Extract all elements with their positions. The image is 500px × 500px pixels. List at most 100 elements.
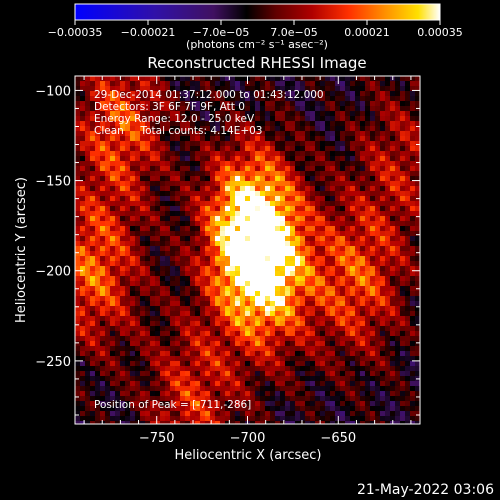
heatmap-cell xyxy=(105,411,110,416)
heatmap-cell xyxy=(135,306,140,311)
heatmap-cell xyxy=(315,261,320,266)
heatmap-cell xyxy=(265,391,270,396)
heatmap-cell xyxy=(340,331,345,336)
heatmap-cell xyxy=(355,121,360,126)
heatmap-cell xyxy=(345,81,350,86)
heatmap-cell xyxy=(265,266,270,271)
heatmap-cell xyxy=(265,101,270,106)
heatmap-cell xyxy=(340,326,345,331)
heatmap-cell xyxy=(175,301,180,306)
heatmap-cell xyxy=(145,116,150,121)
heatmap-cell xyxy=(185,86,190,91)
heatmap-cell xyxy=(205,76,210,81)
heatmap-cell xyxy=(240,221,245,226)
heatmap-cell xyxy=(110,221,115,226)
heatmap-cell xyxy=(320,391,325,396)
heatmap-cell xyxy=(350,286,355,291)
colorbar-tick-label: 0.00021 xyxy=(344,26,390,39)
heatmap-cell xyxy=(285,416,290,421)
heatmap-cell xyxy=(195,231,200,236)
heatmap-cell xyxy=(240,241,245,246)
heatmap-cell xyxy=(360,226,365,231)
heatmap-cell xyxy=(345,341,350,346)
heatmap-cell xyxy=(235,146,240,151)
heatmap-cell xyxy=(165,131,170,136)
heatmap-cell xyxy=(90,336,95,341)
heatmap-cell xyxy=(370,351,375,356)
heatmap-cell xyxy=(200,346,205,351)
heatmap-cell xyxy=(200,246,205,251)
heatmap-cell xyxy=(205,81,210,86)
heatmap-cell xyxy=(275,336,280,341)
heatmap-cell xyxy=(120,361,125,366)
heatmap-cell xyxy=(110,161,115,166)
heatmap-cell xyxy=(200,411,205,416)
heatmap-cell xyxy=(145,236,150,241)
heatmap-cell xyxy=(185,246,190,251)
heatmap-cell xyxy=(230,166,235,171)
heatmap-cell xyxy=(340,311,345,316)
heatmap-cell xyxy=(290,86,295,91)
heatmap-cell xyxy=(90,191,95,196)
heatmap-cell xyxy=(295,176,300,181)
heatmap-cell xyxy=(315,336,320,341)
heatmap-cell xyxy=(360,166,365,171)
heatmap-cell xyxy=(105,106,110,111)
heatmap-cell xyxy=(160,306,165,311)
heatmap-cell xyxy=(180,331,185,336)
heatmap-cell xyxy=(290,296,295,301)
heatmap-cell xyxy=(225,266,230,271)
heatmap-cell xyxy=(315,226,320,231)
heatmap-cell xyxy=(315,91,320,96)
heatmap-cell xyxy=(310,246,315,251)
heatmap-cell xyxy=(280,326,285,331)
heatmap-cell xyxy=(290,326,295,331)
heatmap-cell xyxy=(235,151,240,156)
heatmap-cell xyxy=(115,316,120,321)
heatmap-cell xyxy=(205,116,210,121)
heatmap-cell xyxy=(250,141,255,146)
heatmap-cell xyxy=(180,126,185,131)
heatmap-cell xyxy=(375,386,380,391)
heatmap-cell xyxy=(90,246,95,251)
heatmap-cell xyxy=(150,346,155,351)
heatmap-cell xyxy=(305,106,310,111)
heatmap-cell xyxy=(410,231,415,236)
heatmap-cell xyxy=(260,116,265,121)
heatmap-cell xyxy=(200,86,205,91)
heatmap-cell xyxy=(130,151,135,156)
heatmap-cell xyxy=(395,96,400,101)
heatmap-cell xyxy=(300,246,305,251)
heatmap-cell xyxy=(150,171,155,176)
heatmap-cell xyxy=(340,81,345,86)
heatmap-cell xyxy=(105,251,110,256)
heatmap-cell xyxy=(115,76,120,81)
heatmap-cell xyxy=(155,321,160,326)
heatmap-cell xyxy=(350,341,355,346)
heatmap-cell xyxy=(230,321,235,326)
heatmap-cell xyxy=(370,406,375,411)
heatmap-cell xyxy=(220,296,225,301)
heatmap-cell xyxy=(225,106,230,111)
heatmap-cell xyxy=(135,81,140,86)
heatmap-cell xyxy=(300,236,305,241)
heatmap-cell xyxy=(205,171,210,176)
heatmap-cell xyxy=(125,231,130,236)
heatmap-cell xyxy=(215,261,220,266)
heatmap-cell xyxy=(155,406,160,411)
heatmap-cell xyxy=(310,241,315,246)
heatmap-cell xyxy=(255,106,260,111)
heatmap-cell xyxy=(355,331,360,336)
heatmap-cell xyxy=(345,91,350,96)
heatmap-cell xyxy=(345,421,350,424)
heatmap-cell xyxy=(410,391,415,396)
heatmap-cell xyxy=(395,171,400,176)
heatmap-cell xyxy=(90,291,95,296)
heatmap-cell xyxy=(385,256,390,261)
heatmap-cell xyxy=(230,296,235,301)
heatmap-cell xyxy=(115,81,120,86)
heatmap-cell xyxy=(115,371,120,376)
heatmap-cell xyxy=(110,406,115,411)
heatmap-cell xyxy=(190,371,195,376)
heatmap-cell xyxy=(140,101,145,106)
